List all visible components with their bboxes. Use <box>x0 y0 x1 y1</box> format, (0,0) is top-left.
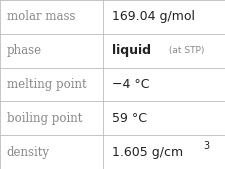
Text: phase: phase <box>7 44 42 57</box>
Text: (at STP): (at STP) <box>165 46 204 55</box>
Text: liquid: liquid <box>111 44 150 57</box>
Text: molar mass: molar mass <box>7 10 75 23</box>
Text: 169.04 g/mol: 169.04 g/mol <box>111 10 194 23</box>
Text: boiling point: boiling point <box>7 112 82 125</box>
Text: density: density <box>7 146 50 159</box>
Text: 1.605 g/cm: 1.605 g/cm <box>111 146 182 159</box>
Text: 59 °C: 59 °C <box>111 112 146 125</box>
Text: −4 °C: −4 °C <box>111 78 149 91</box>
Text: melting point: melting point <box>7 78 86 91</box>
Text: 3: 3 <box>203 141 209 151</box>
